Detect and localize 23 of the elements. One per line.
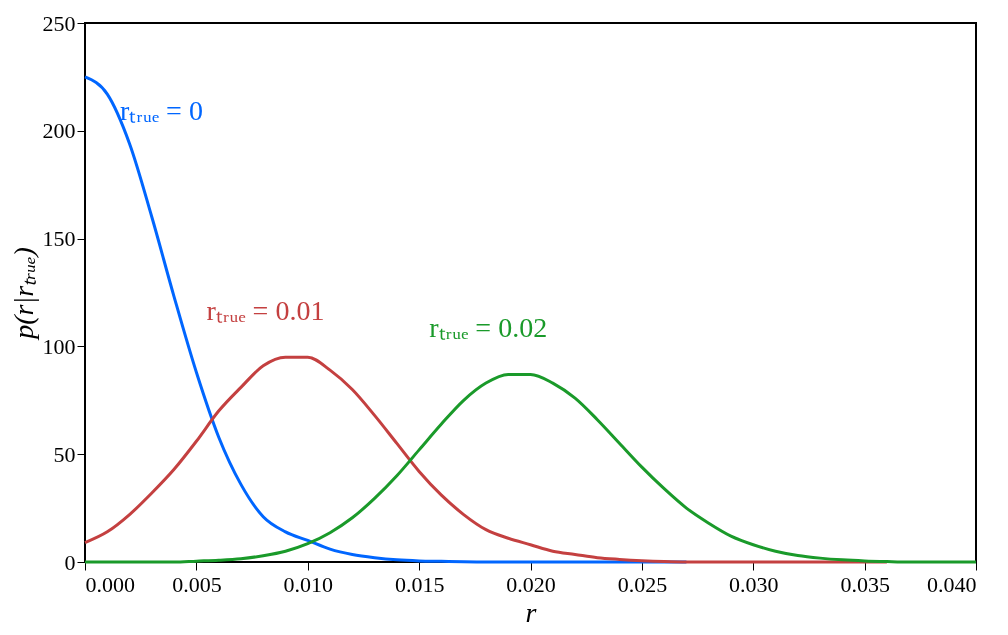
line-series — [83, 355, 889, 564]
x-tick-label: 0.035 — [840, 571, 890, 597]
series-label: rₜᵣᵤₑ = 0.01 — [206, 295, 325, 327]
y-tick-label: 200 — [42, 118, 76, 144]
x-tick-label: 0.025 — [617, 571, 668, 597]
y-tick-label: 0 — [64, 549, 76, 575]
x-tick-label: 0.040 — [927, 571, 977, 597]
x-tick-label: 0.020 — [506, 571, 556, 597]
x-tick-label: 0.030 — [729, 571, 779, 597]
series-label: rₜᵣᵤₑ = 0.02 — [429, 312, 548, 344]
line-series — [83, 75, 688, 564]
y-axis-title: p(r|rₜᵣᵤₑ) — [7, 247, 39, 341]
x-tick-label: 0.010 — [283, 571, 333, 597]
x-axis-title: r — [525, 596, 537, 628]
y-tick-label: 100 — [42, 333, 76, 359]
y-tick-label: 250 — [42, 10, 76, 36]
x-tick-label: 0.000 — [85, 571, 135, 597]
x-tick-label: 0.015 — [394, 571, 445, 597]
y-tick-label: 50 — [53, 441, 76, 467]
x-tick-label: 0.005 — [172, 571, 222, 597]
series-label: rₜᵣᵤₑ = 0 — [120, 94, 203, 126]
line-series — [83, 372, 978, 564]
y-tick-label: 150 — [42, 226, 76, 252]
